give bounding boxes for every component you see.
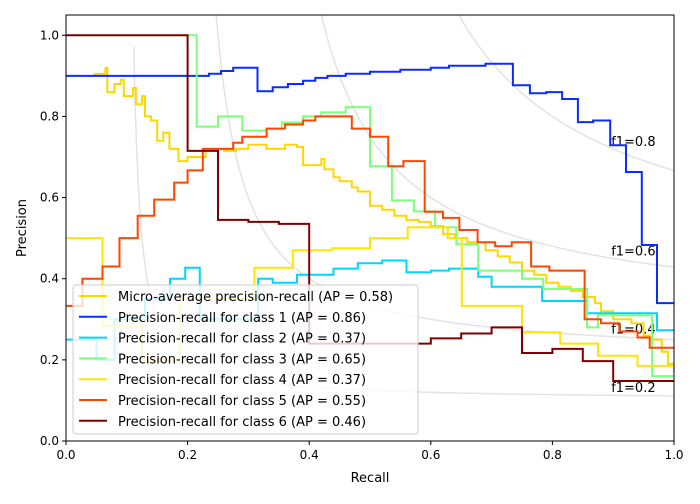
y-tick-label: 1.0	[40, 28, 59, 42]
x-tick-label: 0.0	[56, 448, 75, 462]
x-axis-label: Recall	[351, 471, 390, 486]
iso-f1-curve	[215, 15, 674, 341]
iso-f1-label: f1=0.2	[611, 381, 655, 396]
x-tick-label: 0.8	[543, 448, 562, 462]
plot-frame	[65, 14, 675, 442]
legend-entry: Precision-recall for class 4 (AP = 0.37)	[118, 373, 366, 388]
series-line	[66, 34, 674, 382]
y-tick-label: 0.6	[40, 191, 59, 205]
legend-entry: Precision-recall for class 6 (AP = 0.46)	[118, 415, 366, 430]
iso-f1-label: f1=0.8	[611, 135, 655, 150]
series-line	[187, 34, 674, 378]
iso-f1-labels: f1=0.2f1=0.4f1=0.6f1=0.8	[611, 135, 655, 396]
legend-entry: Precision-recall for class 2 (AP = 0.37)	[118, 332, 366, 347]
x-axis: 0.0 0.2 0.4 0.6 0.8 1.0	[56, 441, 684, 462]
y-axis-label: Precision	[15, 199, 30, 257]
legend-entry: Precision-recall for class 5 (AP = 0.55)	[118, 394, 366, 409]
iso-f1-curve	[320, 15, 674, 268]
y-tick-label: 0.4	[40, 272, 59, 286]
legend-entry: Precision-recall for class 1 (AP = 0.86)	[118, 311, 366, 326]
x-tick-label: 0.4	[300, 448, 319, 462]
series-line	[66, 115, 674, 349]
legend-entry: Precision-recall for class 3 (AP = 0.65)	[118, 352, 366, 367]
legend: Micro-average precision-recall (AP = 0.5…	[72, 284, 419, 435]
legend-box	[72, 284, 419, 435]
legend-entry: Micro-average precision-recall (AP = 0.5…	[118, 290, 393, 305]
series-line	[66, 62, 674, 305]
y-tick-label: 0.0	[40, 434, 59, 448]
x-tick-label: 0.6	[421, 448, 440, 462]
y-tick-label: 0.2	[40, 353, 59, 367]
y-axis: 0.0 0.2 0.4 0.6 0.8 1.0	[40, 28, 66, 448]
y-tick-label: 0.8	[40, 109, 59, 123]
x-tick-label: 0.2	[178, 448, 197, 462]
x-tick-label: 1.0	[664, 448, 683, 462]
series-line	[93, 66, 674, 372]
iso-f1-curve	[457, 15, 674, 172]
iso-f1-label: f1=0.6	[611, 244, 655, 259]
